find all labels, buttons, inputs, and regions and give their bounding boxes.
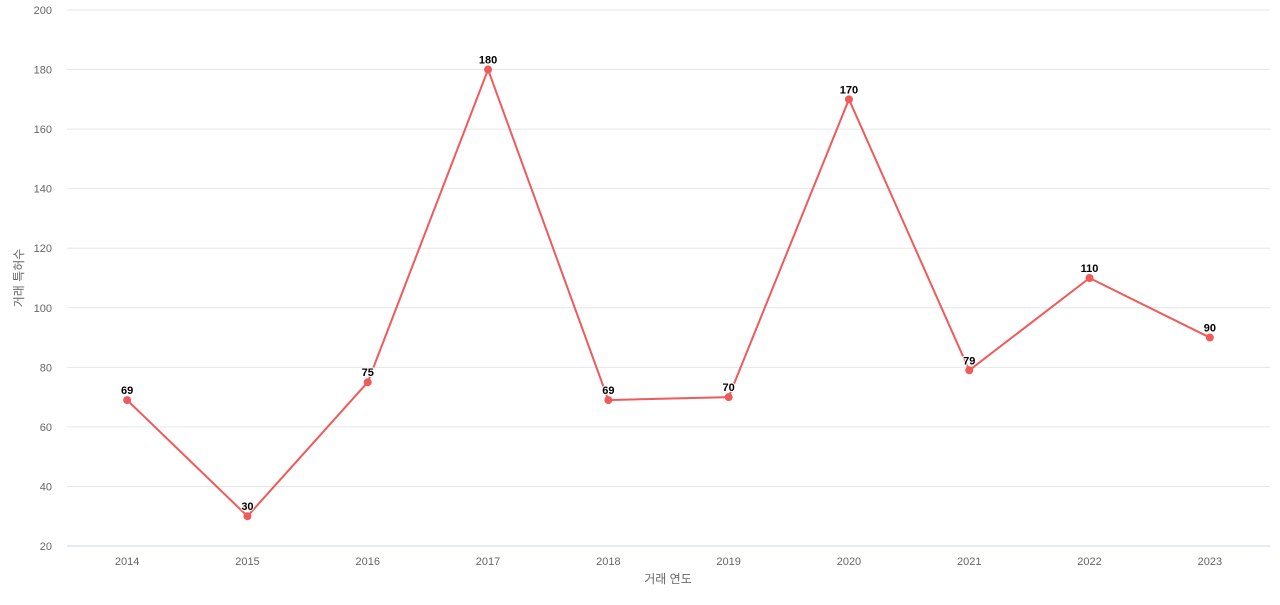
- y-tick-label: 40: [40, 481, 52, 493]
- data-label: 70: [723, 382, 735, 394]
- x-tick-label: 2020: [837, 556, 861, 568]
- x-axis-ticks: 2014 2015 2016 2017 2018 2019 2020 2021 2022 2023: [115, 556, 1222, 568]
- data-point: [1205, 333, 1214, 342]
- y-axis-ticks: 20 40 60 80 100 120 140 160 180 200: [34, 5, 52, 553]
- data-point: [844, 95, 853, 104]
- data-label: 90: [1204, 323, 1216, 335]
- data-label: 69: [121, 385, 133, 397]
- y-tick-label: 80: [40, 362, 52, 374]
- data-label: 170: [840, 84, 858, 96]
- data-point: [604, 396, 613, 405]
- x-tick-label: 2015: [235, 556, 259, 568]
- series-line: [126, 66, 1211, 518]
- x-tick-label: 2023: [1198, 556, 1222, 568]
- data-label: 75: [362, 367, 374, 379]
- data-labels: 69 30 75 180 69 70 170 79 110 90: [120, 54, 1217, 515]
- data-point: [484, 65, 493, 74]
- data-label: 180: [479, 55, 497, 67]
- data-point: [363, 378, 372, 387]
- y-tick-label: 180: [34, 65, 52, 77]
- y-tick-label: 200: [34, 5, 52, 17]
- x-tick-label: 2019: [716, 556, 740, 568]
- data-points: [123, 65, 1214, 521]
- y-tick-label: 100: [34, 303, 52, 315]
- y-tick-label: 60: [40, 422, 52, 434]
- y-tick-label: 160: [34, 124, 52, 136]
- data-point: [1085, 274, 1094, 282]
- data-point: [965, 366, 974, 375]
- x-axis-title: 거래 연도: [644, 572, 692, 586]
- y-tick-label: 120: [34, 243, 52, 255]
- data-point: [724, 393, 733, 402]
- x-tick-label: 2022: [1077, 556, 1101, 568]
- y-tick-label: 20: [40, 541, 52, 553]
- data-label: 69: [602, 385, 614, 397]
- y-axis-title: 거래 특허수: [12, 249, 26, 308]
- y-tick-label: 140: [34, 184, 52, 196]
- data-label: 110: [1081, 263, 1099, 275]
- data-label: 30: [241, 501, 253, 513]
- x-tick-label: 2017: [476, 556, 500, 568]
- x-tick-label: 2014: [115, 556, 139, 568]
- data-point: [243, 512, 252, 521]
- x-tick-label: 2021: [957, 556, 981, 568]
- grid-lines: [67, 9, 1270, 487]
- x-tick-label: 2016: [356, 556, 380, 568]
- data-label: 79: [963, 355, 975, 367]
- data-point: [123, 396, 132, 405]
- x-tick-label: 2018: [596, 556, 620, 568]
